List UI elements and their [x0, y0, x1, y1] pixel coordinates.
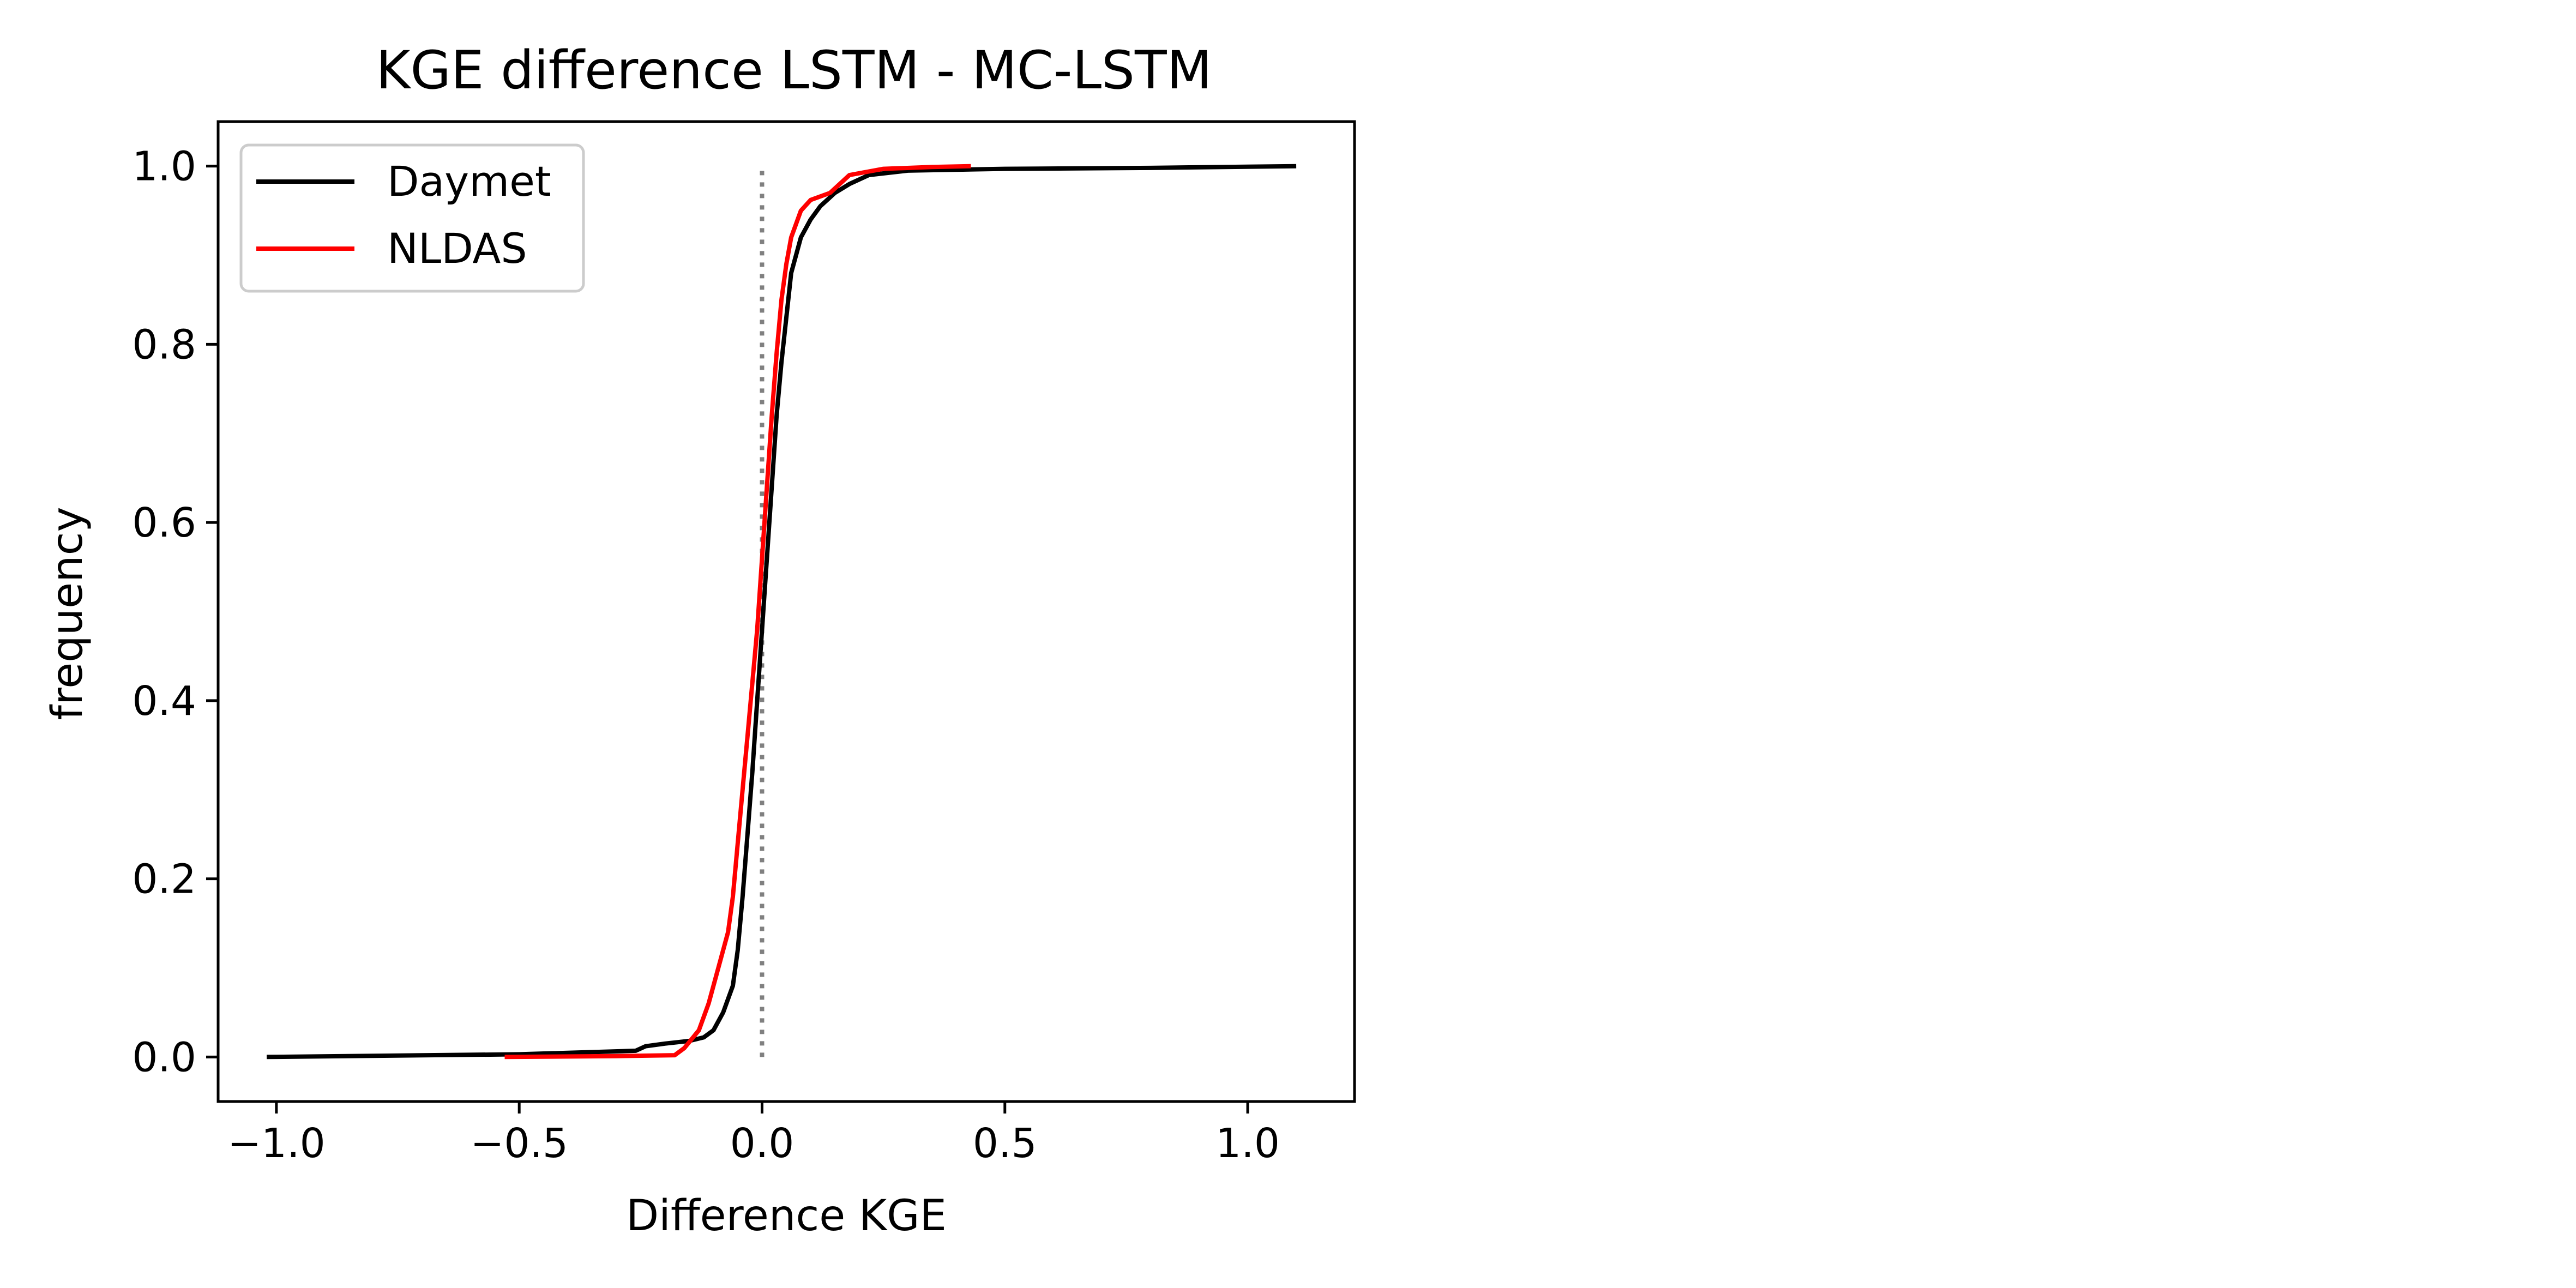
y-tick-label: 0.0 — [132, 1034, 196, 1081]
y-axis-label: frequency — [43, 507, 92, 720]
x-tick-label: 0.0 — [730, 1120, 795, 1167]
y-tick-label: 0.4 — [132, 678, 196, 725]
y-tick-label: 1.0 — [132, 143, 196, 190]
x-axis: −1.0 −0.5 0.0 0.5 1.0 — [227, 1102, 1280, 1167]
x-axis-label: Difference KGE — [626, 1191, 947, 1241]
legend-label-nldas: NLDAS — [387, 224, 527, 273]
y-tick-label: 0.6 — [132, 499, 196, 546]
y-tick-label: 0.2 — [132, 856, 196, 903]
x-tick-label: −1.0 — [227, 1120, 326, 1167]
plot-area — [267, 164, 1297, 1060]
x-tick-label: 0.5 — [973, 1120, 1037, 1167]
legend-label-daymet: Daymet — [387, 157, 551, 206]
x-tick-label: −0.5 — [470, 1120, 568, 1167]
x-tick-label: 1.0 — [1215, 1120, 1280, 1167]
chart-title: KGE difference LSTM - MC-LSTM — [376, 40, 1212, 101]
y-axis: 0.0 0.2 0.4 0.6 0.8 1.0 — [132, 143, 218, 1081]
y-tick-label: 0.8 — [132, 321, 196, 368]
series-line-nldas — [504, 164, 971, 1060]
plot-frame — [216, 120, 1356, 1103]
legend: Daymet NLDAS — [239, 143, 585, 293]
